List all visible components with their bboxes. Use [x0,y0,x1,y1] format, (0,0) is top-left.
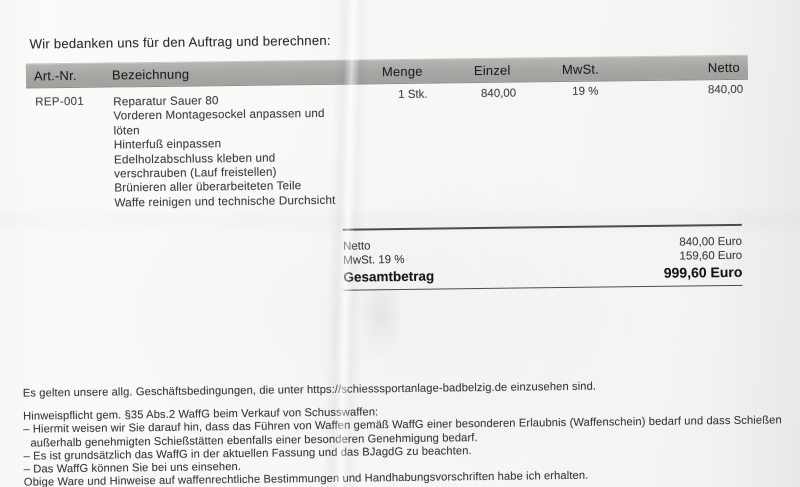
column-header-einzel: Einzel [473,62,511,79]
footer-legal-notes: Es gelten unsere allg. Geschäftsbedingun… [23,378,796,487]
terms-line: Es gelten unsere allg. Geschäftsbedingun… [22,380,597,400]
cell-menge: 1 Stk. [398,88,428,102]
totals-rule-top [342,223,742,231]
column-header-bezeichnung: Bezeichnung [111,66,190,83]
totals-section: Netto 840,00 Euro MwSt. 19 % 159,60 Euro… [342,223,743,291]
totals-label-mwst: MwSt. 19 % [343,253,405,267]
cell-netto: 840,00 [707,83,744,97]
table-header-bar: Art.-Nr. Bezeichnung Menge Einzel MwSt. … [25,54,749,89]
cell-mwst: 19 % [572,85,599,98]
totals-value-gesamtbetrag: 999,60 Euro [663,263,743,281]
item-description: Reparatur Sauer 80 Vorderen Montagesocke… [113,93,335,211]
cell-art-nr: REP-001 [35,95,85,109]
totals-label-gesamtbetrag: Gesamtbetrag [343,268,435,285]
column-header-mwst: MwSt. [561,61,600,78]
totals-label-netto: Netto [342,239,371,253]
totals-value-netto: 840,00 Euro [679,235,743,249]
totals-value-mwst: 159,60 Euro [679,249,743,263]
totals-row-gesamtbetrag: Gesamtbetrag 999,60 Euro [343,263,742,285]
item-description-line: Waffe reinigen und technische Durchsicht [114,193,336,210]
column-header-art-nr: Art.-Nr. [33,67,77,84]
item-description-line: Vorderen Montagesockel anpassen und [113,107,325,123]
column-header-menge: Menge [381,63,423,80]
intro-line: Wir bedanken uns für den Auftrag und ber… [29,32,331,52]
column-header-netto: Netto [707,59,740,76]
totals-rule-bottom [343,284,743,291]
cell-einzel: 840,00 [480,87,517,100]
table-row: REP-001 1 Stk. 840,00 19 % 840,00 Repara… [0,0,797,210]
